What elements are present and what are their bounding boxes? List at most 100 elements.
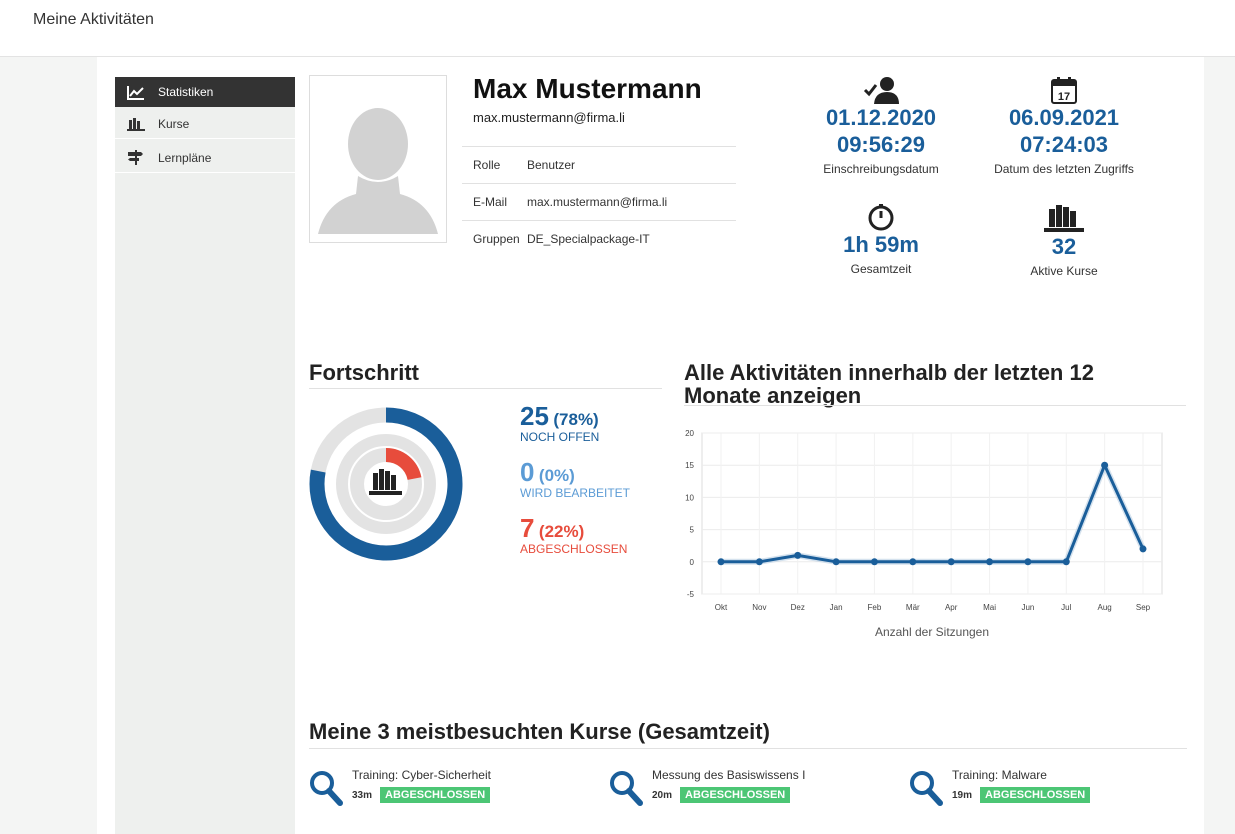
course-name[interactable]: Messung des Basiswissens I <box>652 768 806 782</box>
data-point <box>986 558 994 566</box>
enrollment-time: 09:56:29 <box>836 132 926 157</box>
course-time: 20m <box>652 790 673 801</box>
sidebar-item-statistiken[interactable]: Statistiken <box>115 77 295 107</box>
y-tick-label: 5 <box>690 526 695 535</box>
page-title: Meine Aktivitäten <box>33 11 154 28</box>
sidebar-item-kurse[interactable]: Kurse <box>115 109 295 139</box>
in-progress-label: WIRD BEARBEITET <box>520 486 631 500</box>
info-key: Gruppen <box>473 232 520 246</box>
x-tick-label: Nov <box>752 603 766 612</box>
last-access-time: 07:24:03 <box>1019 132 1109 157</box>
data-point <box>755 558 763 566</box>
course-item-3[interactable]: Training: Malware 19m ABGESCHLOSSEN <box>909 766 1189 810</box>
x-tick-label: Mär <box>906 603 920 612</box>
info-row-rolle: Rolle Benutzer <box>462 146 736 183</box>
x-tick-label: Dez <box>791 603 805 612</box>
data-point <box>947 558 955 566</box>
user-name: Max Mustermann <box>473 73 702 104</box>
signpost-icon <box>126 150 146 166</box>
active-courses-label: Aktive Kurse <box>1030 264 1098 278</box>
books-icon <box>126 116 146 132</box>
course-time: 19m <box>952 790 973 801</box>
x-tick-label: Sep <box>1136 603 1151 612</box>
stat-enrollment: 01.12.2020 09:56:29 Einschreibungsdatum <box>781 74 981 176</box>
y-tick-label: 0 <box>690 558 695 567</box>
stat-last-access: 17 06.09.2021 07:24:03 Datum des letzten… <box>964 74 1164 176</box>
info-row-gruppen: Gruppen DE_Specialpackage-IT <box>462 220 736 257</box>
sidebar-item-label: Kurse <box>158 116 190 131</box>
books-icon <box>964 201 1164 233</box>
data-point <box>1062 558 1070 566</box>
course-name[interactable]: Training: Malware <box>952 768 1047 782</box>
background-left <box>0 57 97 834</box>
x-tick-label: Okt <box>715 603 728 612</box>
x-tick-label: Aug <box>1098 603 1112 612</box>
data-point <box>832 558 840 566</box>
info-key: Rolle <box>473 158 501 172</box>
legend-open: 25 (78%) NOCH OFFEN <box>520 402 599 444</box>
x-tick-label: Feb <box>868 603 882 612</box>
plot-area <box>701 432 1163 595</box>
avatar-placeholder-icon <box>310 76 446 242</box>
activity-title-line1: Alle Aktivitäten innerhalb der letzten 1… <box>684 360 1094 385</box>
stopwatch-icon <box>781 201 981 231</box>
avatar <box>309 75 447 243</box>
course-time: 33m <box>352 790 373 801</box>
course-item-2[interactable]: Messung des Basiswissens I 20m ABGESCHLO… <box>609 766 889 810</box>
calendar-day: 17 <box>1058 91 1070 103</box>
course-item-1[interactable]: Training: Cyber-Sicherheit 33m ABGESCHLO… <box>309 766 589 810</box>
enrollment-label: Einschreibungsdatum <box>823 162 939 176</box>
y-tick-label: -5 <box>687 590 695 599</box>
completed-label: ABGESCHLOSSEN <box>520 542 628 556</box>
status-badge: ABGESCHLOSSEN <box>380 787 491 803</box>
activity-line-chart: 20 15 10 5 0 -5 Okt Nov Dez Jan Feb Mär Apr Mai Jun Jul… <box>685 429 1163 639</box>
x-tick-label: Jun <box>1021 603 1034 612</box>
in-progress-pct: (0%) <box>538 466 575 485</box>
x-tick-label: Apr <box>945 603 958 612</box>
completed-count: 7 <box>520 513 535 543</box>
active-courses-value: 32 <box>1051 234 1077 259</box>
profile-info-table: Rolle Benutzer E-Mail max.mustermann@fir… <box>462 146 736 257</box>
x-tick-label: Mai <box>983 603 996 612</box>
activity-title: Alle Aktivitäten innerhalb der letzten 1… <box>684 361 1094 407</box>
open-label: NOCH OFFEN <box>520 430 600 444</box>
sidebar-item-lernplaene[interactable]: Lernpläne <box>115 143 295 173</box>
series-line <box>721 463 1145 564</box>
legend-in-progress: 0 (0%) WIRD BEARBEITET <box>520 458 630 500</box>
top-courses-title: Meine 3 meistbesuchten Kurse (Gesamtzeit… <box>309 719 770 744</box>
sidebar: Statistiken Kurse Lernpläne <box>115 77 295 834</box>
info-value: Benutzer <box>527 158 576 172</box>
data-point <box>1139 545 1147 553</box>
y-tick-label: 10 <box>685 493 694 502</box>
last-access-label: Datum des letzten Zugriffs <box>994 162 1134 176</box>
stat-total-time: 1h 59m Gesamtzeit <box>781 201 981 276</box>
background-right <box>1204 57 1235 834</box>
x-tick-label: Jul <box>1061 603 1071 612</box>
x-tick-label: Jan <box>830 603 843 612</box>
status-badge: ABGESCHLOSSEN <box>980 787 1091 803</box>
x-axis-label: Anzahl der Sitzungen <box>875 625 989 639</box>
stat-active-courses: 32 Aktive Kurse <box>964 201 1164 278</box>
donut-middle-track <box>336 434 436 534</box>
search-icon <box>610 771 643 806</box>
donut-segment-open <box>309 407 463 561</box>
status-badge: ABGESCHLOSSEN <box>680 787 791 803</box>
completed-pct: (22%) <box>538 522 585 541</box>
books-icon <box>369 469 402 495</box>
search-icon <box>910 771 943 806</box>
data-point <box>909 558 917 566</box>
calendar-icon: 17 <box>964 74 1164 104</box>
donut-segment-completed <box>385 448 422 481</box>
total-time-label: Gesamtzeit <box>850 262 912 276</box>
data-point <box>1024 558 1032 566</box>
search-icon <box>310 771 343 806</box>
enrollment-date: 01.12.2020 <box>825 105 937 130</box>
top-bar: Meine Aktivitäten <box>0 0 1235 57</box>
activity-title-line2: Monate anzeigen <box>684 383 862 408</box>
course-name[interactable]: Training: Cyber-Sicherheit <box>352 768 491 782</box>
progress-divider <box>309 388 662 389</box>
open-count: 25 <box>520 401 549 431</box>
progress-title: Fortschritt <box>309 360 419 385</box>
user-check-icon <box>781 74 981 104</box>
sidebar-item-label: Lernpläne <box>158 150 212 165</box>
